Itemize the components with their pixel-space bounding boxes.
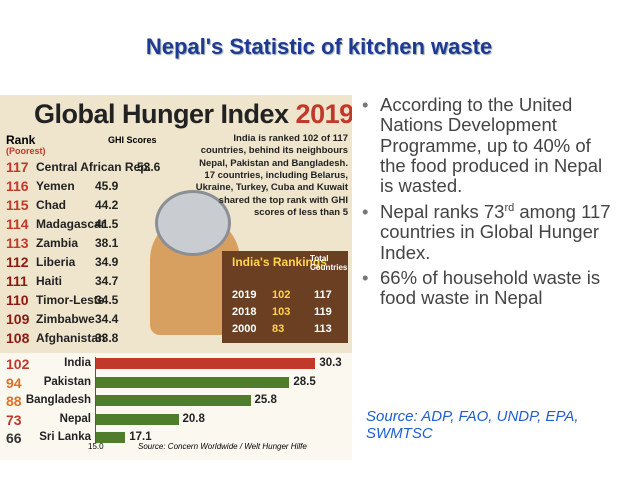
bullet-list: According to the United Nations Developm… [362, 94, 612, 314]
bullet-text: Nepal ranks 73 [380, 200, 505, 222]
country: Yemen [36, 179, 75, 193]
bar-value: 28.5 [293, 375, 316, 388]
country: Timor-Leste [36, 293, 105, 307]
rank-sublabel: (Poorest) [6, 146, 46, 156]
infographic: Global Hunger Index 2019 Rank (Poorest) … [0, 95, 352, 460]
ranking-year: 2018 [232, 306, 257, 318]
ranking-rank: 102 [272, 289, 291, 301]
bullet: According to the United Nations Developm… [362, 94, 612, 197]
country: Haiti [36, 274, 63, 288]
country: Afghanistan [36, 331, 106, 345]
slide-source: Source: ADP, FAO, UNDP, EPA, SWMTSC [366, 408, 579, 443]
bar-country: India [64, 357, 91, 369]
ranking-rank: 103 [272, 306, 291, 318]
score: 38.1 [95, 236, 119, 250]
rankings-title: India's Rankings [232, 255, 327, 269]
country: Madagascar [36, 217, 106, 231]
bar-country: Sri Lanka [39, 431, 91, 443]
bar [95, 432, 126, 443]
score: 34.4 [95, 312, 119, 326]
bar-value: 25.8 [254, 394, 277, 406]
rank: 114 [6, 216, 29, 232]
rank: 109 [6, 311, 30, 327]
ranking-total: 117 [314, 289, 332, 301]
rank-label: Rank [6, 133, 36, 147]
bullet: 66% of household waste is food waste in … [362, 267, 612, 309]
note: India is ranked 102 of 117 countries, be… [195, 133, 348, 219]
rank: 113 [6, 235, 29, 251]
score-label: GHI Scores [108, 135, 157, 145]
country: Chad [36, 198, 66, 212]
rank: 110 [6, 292, 29, 308]
bar-country: Pakistan [43, 375, 91, 388]
ranking-rank: 83 [272, 323, 285, 335]
bar-value: 17.1 [129, 431, 152, 443]
plate [155, 190, 231, 256]
bar [95, 395, 251, 406]
infographic-source: Source: Concern Worldwide / Welt Hunger … [138, 442, 307, 451]
bar-rank: 94 [6, 374, 22, 391]
rank: 111 [6, 273, 28, 289]
rank: 108 [6, 330, 30, 346]
country: Liberia [36, 255, 76, 269]
score: 53.6 [137, 160, 161, 174]
ranking-total: 113 [314, 323, 332, 335]
bar [95, 376, 290, 388]
bullet-text: among 117 countries in Global Hunger Ind… [380, 200, 611, 263]
bar-value: 30.3 [319, 357, 342, 369]
score: 34.7 [95, 274, 119, 288]
score: 45.9 [95, 179, 119, 193]
bar-country: Nepal [59, 412, 91, 425]
bar-rank: 102 [6, 356, 30, 372]
country: Central African Rep. [36, 160, 151, 174]
bar-country: Bangladesh [25, 394, 91, 406]
score: 41.5 [95, 217, 119, 231]
country: Zimbabwe [36, 312, 95, 326]
score: 34.5 [95, 293, 119, 307]
rank: 116 [6, 178, 29, 194]
superscript: rd [504, 201, 515, 214]
ranking-year: 2019 [232, 289, 257, 301]
rankings-box: India's Rankings Total Countries 2019 102… [222, 251, 348, 343]
score: 44.2 [95, 198, 119, 212]
bar-rank: 66 [6, 430, 22, 446]
score: 34.9 [95, 255, 119, 269]
rank: 117 [6, 159, 29, 175]
rank: 112 [6, 254, 29, 270]
country: Zambia [36, 236, 79, 250]
ranking-year: 2000 [232, 323, 257, 335]
slide-title: Nepal's Statistic of kitchen waste [145, 34, 493, 59]
title-year: 2019 [295, 99, 352, 129]
bar-rank: 88 [6, 393, 22, 409]
title-text: Global Hunger Index [34, 99, 289, 129]
bar-rank: 73 [6, 411, 22, 428]
rank: 115 [6, 197, 29, 213]
bar [95, 413, 179, 425]
axis-line [95, 357, 96, 443]
axis-start: 15.0 [88, 442, 104, 451]
bar-value: 20.8 [182, 412, 205, 425]
bar-panel [0, 353, 352, 460]
bullet: Nepal ranks 73rd among 117 countries in … [362, 200, 612, 263]
infographic-title: Global Hunger Index 2019 [34, 99, 352, 130]
score: 33.8 [95, 331, 119, 345]
bar [95, 358, 316, 369]
total-label: Total Countries [310, 254, 348, 272]
ranking-total: 119 [314, 306, 332, 318]
